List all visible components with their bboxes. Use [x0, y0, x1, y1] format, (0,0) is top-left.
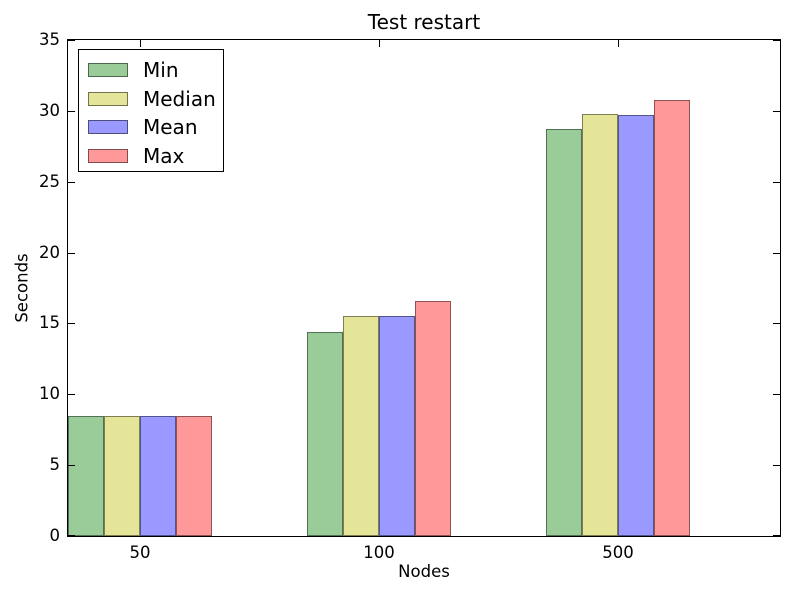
y-tick-label: 5 — [49, 455, 61, 474]
y-tick-label: 0 — [49, 526, 61, 545]
y-tick — [68, 111, 75, 112]
y-tick — [68, 394, 75, 395]
legend-item-mean: Mean — [88, 113, 223, 142]
bar-median-100 — [343, 316, 379, 536]
y-tick — [773, 182, 780, 183]
bar-mean-100 — [379, 316, 415, 536]
legend-swatch-min — [88, 63, 128, 78]
y-tick — [773, 465, 780, 466]
x-tick — [140, 40, 141, 47]
y-tick — [773, 253, 780, 254]
bar-min-500 — [546, 129, 582, 536]
legend-label: Mean — [143, 115, 198, 140]
legend: Min Median Mean Max — [78, 49, 224, 172]
y-tick — [68, 182, 75, 183]
x-tick-label: 50 — [129, 543, 151, 562]
x-tick — [618, 40, 619, 47]
bar-mean-50 — [140, 416, 176, 536]
x-axis-label: Nodes — [398, 562, 450, 581]
legend-swatch-median — [88, 91, 128, 106]
y-tick — [773, 323, 780, 324]
bar-median-50 — [104, 416, 140, 536]
chart-title: Test restart — [367, 10, 481, 34]
legend-item-max: Max — [88, 142, 223, 171]
bar-median-500 — [582, 114, 618, 536]
x-tick-label: 500 — [602, 543, 634, 562]
bar-max-100 — [415, 301, 451, 536]
y-tick — [773, 535, 780, 536]
y-tick-label: 35 — [39, 30, 60, 49]
y-tick — [773, 111, 780, 112]
plot-area — [67, 39, 781, 537]
y-tick-label: 20 — [39, 243, 60, 262]
y-tick-label: 15 — [39, 313, 60, 332]
x-tick — [379, 40, 380, 47]
y-tick — [773, 394, 780, 395]
y-tick-label: 25 — [39, 172, 60, 191]
legend-label: Median — [143, 86, 216, 111]
bar-max-500 — [654, 100, 690, 536]
y-tick-label: 10 — [39, 384, 60, 403]
y-tick — [68, 465, 75, 466]
y-tick — [773, 40, 780, 41]
legend-item-median: Median — [88, 85, 223, 114]
y-tick — [68, 323, 75, 324]
bar-mean-500 — [618, 115, 654, 536]
legend-item-min: Min — [88, 56, 223, 85]
y-tick — [68, 253, 75, 254]
legend-swatch-mean — [88, 120, 128, 135]
x-tick-label: 100 — [363, 543, 395, 562]
bar-min-100 — [307, 332, 343, 536]
y-tick — [68, 40, 75, 41]
bar-max-50 — [176, 416, 212, 536]
bar-min-50 — [68, 416, 104, 536]
legend-swatch-max — [88, 148, 128, 163]
legend-label: Max — [143, 143, 185, 168]
y-tick-label: 30 — [39, 101, 60, 120]
legend-label: Min — [143, 58, 179, 83]
y-tick — [68, 535, 75, 536]
